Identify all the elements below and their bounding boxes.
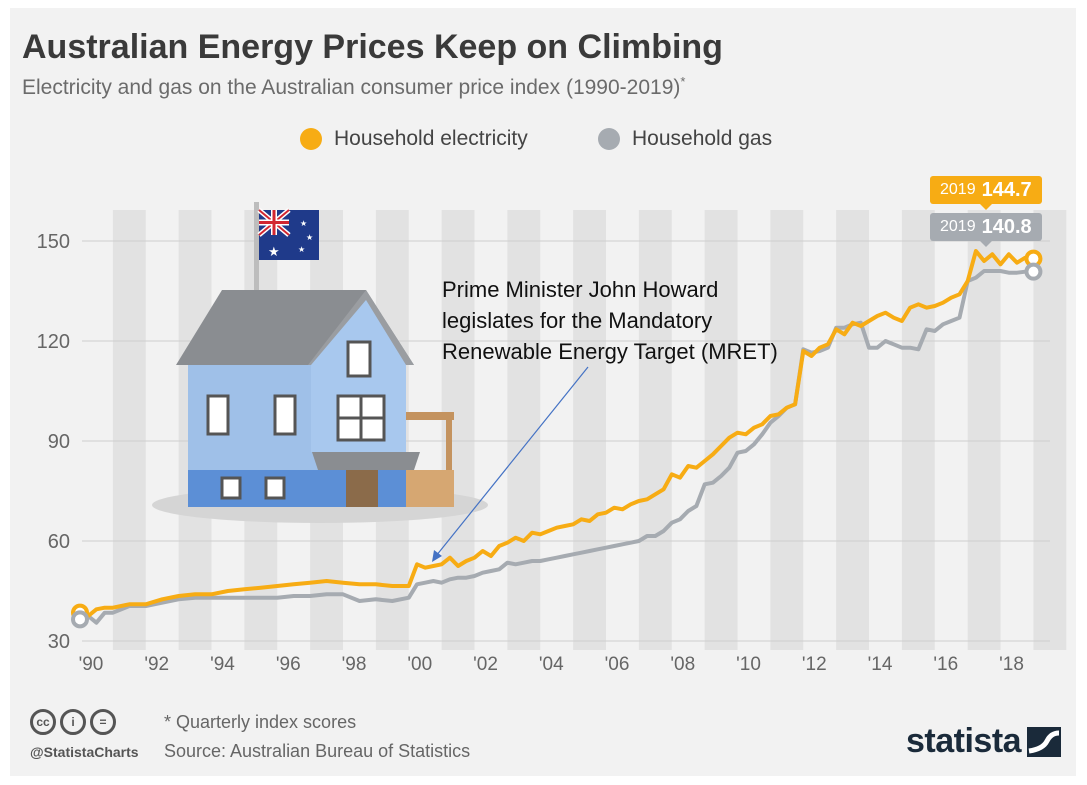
legend-dot-electricity <box>300 128 322 150</box>
statista-mark-icon <box>1027 726 1062 757</box>
grid-band <box>770 210 804 650</box>
legend-dot-gas <box>598 128 620 150</box>
data-series <box>78 249 1036 625</box>
svg-text:★: ★ <box>306 233 313 242</box>
x-tick-label: '02 <box>473 654 498 675</box>
house-window <box>273 394 297 436</box>
subtitle-footnote-mark: * <box>680 74 686 89</box>
legend-item-electricity[interactable]: Household electricity <box>300 126 528 152</box>
legend-item-gas[interactable]: Household gas <box>598 126 772 152</box>
gas-callout-year: 2019 <box>940 218 976 235</box>
x-tick-label: '14 <box>868 654 893 675</box>
house-window <box>264 476 286 500</box>
end-markers <box>71 249 1043 629</box>
x-tick-label: '96 <box>276 654 301 675</box>
brand-name: statista <box>906 722 1022 760</box>
x-tick-label: '06 <box>605 654 630 675</box>
x-tick-label: '04 <box>539 654 564 675</box>
series-line <box>78 249 1036 618</box>
deck-rail <box>406 412 454 420</box>
nd-icon: = <box>90 709 116 735</box>
svg-text:★: ★ <box>298 245 305 254</box>
flag-pole <box>254 202 259 300</box>
deck-post <box>446 420 452 507</box>
house-window <box>346 340 372 378</box>
x-tick-label: '98 <box>342 654 367 675</box>
annotation-arrow-line <box>435 366 589 557</box>
x-tick-label: '10 <box>736 654 761 675</box>
house-window <box>206 394 230 436</box>
by-icon: i <box>60 709 86 735</box>
background-bands <box>112 210 1067 650</box>
license-icons[interactable]: cc i = <box>30 709 116 735</box>
svg-text:★: ★ <box>300 219 307 228</box>
grid-band <box>901 210 935 650</box>
x-tick-label: '00 <box>407 654 432 675</box>
y-tick-label: 120 <box>37 331 70 353</box>
x-tick-label: '90 <box>79 654 104 675</box>
grid-band <box>112 210 146 650</box>
x-tick-label: '16 <box>933 654 958 675</box>
grid-band <box>704 210 738 650</box>
grid-band <box>638 210 672 650</box>
end-marker <box>1024 262 1043 281</box>
annotation-arrow-head <box>432 550 442 562</box>
chart-subtitle: Electricity and gas on the Australian co… <box>22 74 685 100</box>
mret-annotation: Prime Minister John Howard legislates fo… <box>442 277 778 364</box>
grid-band <box>507 210 541 650</box>
grid-band <box>967 210 1001 650</box>
y-tick-label: 90 <box>48 431 70 453</box>
house-door <box>346 470 378 507</box>
electricity-2019-callout: 2019 144.7 <box>930 176 1042 210</box>
y-tick-label: 150 <box>37 231 70 253</box>
grid-band <box>573 210 607 650</box>
electricity-callout-value: 144.7 <box>981 178 1032 201</box>
y-tick-label: 30 <box>48 631 70 653</box>
porch-roof <box>312 452 420 470</box>
chart-title: Australian Energy Prices Keep on Climbin… <box>22 28 723 66</box>
x-tick-label: '08 <box>670 654 695 675</box>
twitter-handle[interactable]: @StatistaCharts <box>30 744 139 760</box>
x-tick-label: '94 <box>210 654 235 675</box>
deck-fence <box>406 470 454 507</box>
x-tick-label: '12 <box>802 654 827 675</box>
gas-2019-callout: 2019 140.8 <box>930 213 1042 247</box>
y-axis: 30 60 90 120 150 <box>37 231 70 653</box>
y-tick-label: 60 <box>48 531 70 553</box>
x-axis: '90 '92 '94 '96 '98 '00 '02 '04 '06 '08 '10 '12 '14 '… <box>79 654 1024 675</box>
start-marker <box>71 610 89 629</box>
x-tick-label: '92 <box>144 654 169 675</box>
gas-callout-value: 140.8 <box>981 215 1032 238</box>
house-illustration: ★ ★ ★ ★ <box>152 202 488 523</box>
grid-band <box>836 210 870 650</box>
australian-flag-icon: ★ ★ ★ ★ <box>257 208 319 260</box>
footnote: * Quarterly index scores <box>164 712 357 732</box>
series-line <box>78 269 1036 625</box>
cc-icon: cc <box>30 709 56 735</box>
subtitle-text: Electricity and gas on the Australian co… <box>22 76 681 99</box>
svg-text:★: ★ <box>268 245 280 260</box>
statista-logo[interactable]: statista <box>906 722 1062 761</box>
grid-band <box>1033 210 1067 650</box>
source-note: Source: Australian Bureau of Statistics <box>164 741 471 761</box>
legend-label-electricity: Household electricity <box>334 127 528 150</box>
electricity-callout-year: 2019 <box>940 181 976 198</box>
house-window <box>220 476 242 500</box>
x-tick-label: '18 <box>999 654 1024 675</box>
legend-label-gas: Household gas <box>632 127 773 150</box>
